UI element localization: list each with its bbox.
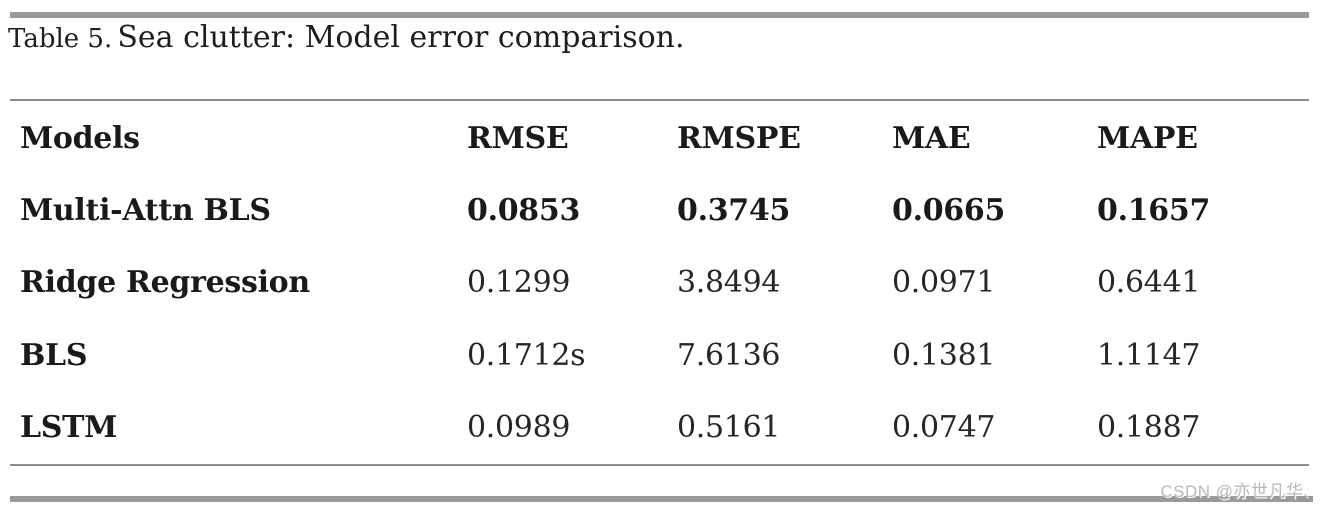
column-header-rmspe: RMSPE [677,120,801,156]
table-row: BLS 0.1712s 7.6136 0.1381 1.1147 [0,319,1322,391]
model-name-cell: LSTM [20,410,118,446]
mape-value-cell: 0.6441 [1097,265,1201,301]
rmse-value-cell: 0.1712s [467,337,586,373]
mape-value-cell: 0.1657 [1097,193,1211,229]
table-caption: Table 5. Sea clutter: Model error compar… [8,20,685,55]
mae-value-cell: 0.0747 [892,410,996,446]
mape-value-cell: 1.1147 [1097,337,1201,373]
mae-value-cell: 0.0971 [892,265,996,301]
rmse-value-cell: 0.1299 [467,265,571,301]
csdn-watermark-text: CSDN @亦世凡华 [1160,482,1304,501]
table-caption-title: Sea clutter: Model error comparison. [117,20,684,55]
table-header-row: Models RMSE RMSPE MAE MAPE [0,102,1322,174]
table-caption-title-text: Sea clutter: Model error comparison. [117,20,685,55]
column-header-rmse: RMSE [467,120,569,156]
model-error-table: Models RMSE RMSPE MAE MAPE Multi-Attn BL… [0,102,1322,464]
rmspe-value-cell: 7.6136 [677,337,781,373]
table-row: Ridge Regression 0.1299 3.8494 0.0971 0.… [0,247,1322,319]
csdn-watermark-mark: 、 [1303,485,1317,500]
model-name-cell: BLS [20,337,88,373]
csdn-watermark: CSDN @亦世凡华、 [1160,477,1317,502]
mae-value-cell: 0.1381 [892,337,996,373]
rmse-value-cell: 0.0989 [467,410,571,446]
column-header-mae: MAE [892,120,971,156]
table-row: LSTM 0.0989 0.5161 0.0747 0.1887 [0,392,1322,464]
column-header-mape: MAPE [1097,120,1198,156]
model-name-cell: Multi-Attn BLS [20,193,271,229]
rmspe-value-cell: 3.8494 [677,265,781,301]
mape-value-cell: 0.1887 [1097,410,1201,446]
table-row: Multi-Attn BLS 0.0853 0.3745 0.0665 0.16… [0,174,1322,246]
rmspe-value-cell: 0.5161 [677,410,781,446]
table-top-rule [10,99,1309,101]
top-divider-bar [10,12,1309,18]
table-caption-label: Table 5. [8,24,113,54]
bottom-divider-bar [10,496,1313,502]
rmspe-value-cell: 0.3745 [677,193,791,229]
column-header-models: Models [20,120,140,156]
rmse-value-cell: 0.0853 [467,193,581,229]
mae-value-cell: 0.0665 [892,193,1006,229]
table-bottom-rule [10,464,1309,466]
model-name-cell: Ridge Regression [20,265,310,301]
